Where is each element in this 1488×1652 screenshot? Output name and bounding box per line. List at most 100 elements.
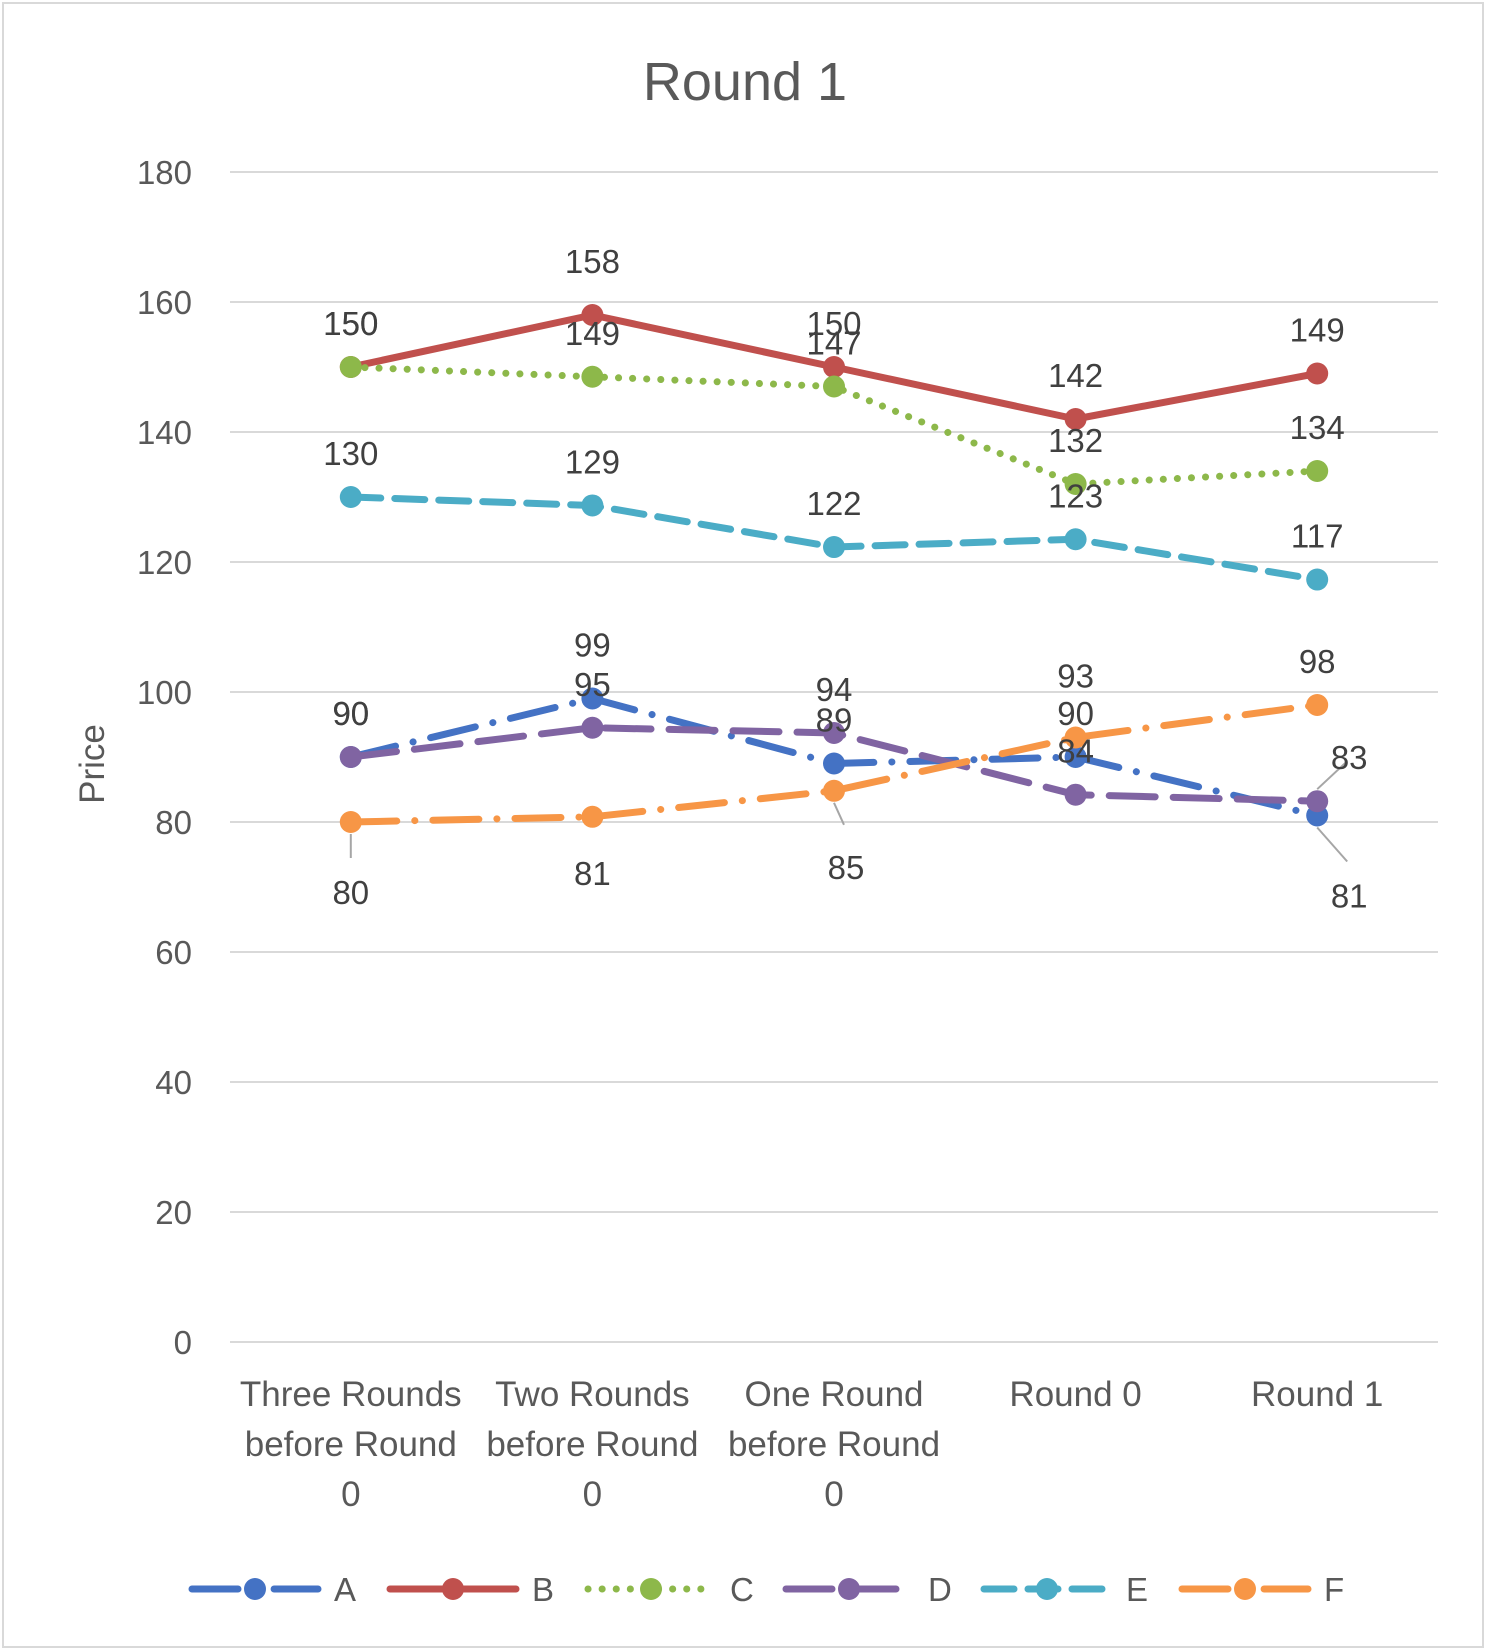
y-tick-label: 40 xyxy=(155,1064,192,1101)
data-point xyxy=(1064,473,1087,495)
label-leader-line xyxy=(1316,826,1348,863)
chart-title: Round 1 xyxy=(643,52,847,112)
data-point xyxy=(1306,694,1329,716)
legend-label-B: B xyxy=(532,1571,554,1608)
legend-label-F: F xyxy=(1324,1571,1344,1608)
data-label-B: 150 xyxy=(323,305,378,342)
data-label-D: 83 xyxy=(1331,739,1368,776)
legend-marker-C xyxy=(640,1578,662,1600)
data-point xyxy=(1306,362,1329,385)
series-C xyxy=(339,356,1329,495)
line-chart: Round 1 Price 0 20 40 60 80 100 120 140 160 180 T… xyxy=(73,52,1438,1608)
data-label-B: 158 xyxy=(565,243,620,280)
data-point xyxy=(581,805,604,828)
x-tick-label: Three Rounds xyxy=(240,1375,462,1414)
x-tick-label: 0 xyxy=(341,1475,360,1514)
data-label-D: 90 xyxy=(332,695,369,732)
data-point xyxy=(581,494,604,517)
data-point xyxy=(581,365,604,388)
data-label-D: 84 xyxy=(1057,733,1094,770)
legend-label-D: D xyxy=(928,1571,952,1608)
data-label-C: 149 xyxy=(565,315,620,352)
data-point xyxy=(1064,528,1087,551)
legend-marker-E xyxy=(1036,1578,1058,1600)
data-label-D: 95 xyxy=(574,666,611,703)
x-tick-label: 0 xyxy=(824,1475,843,1514)
data-label-A: 81 xyxy=(1331,878,1368,915)
y-axis-label: Price xyxy=(73,724,112,804)
legend-item-E[interactable]: E xyxy=(980,1571,1148,1608)
legend-item-D[interactable]: D xyxy=(782,1571,952,1608)
data-point xyxy=(339,811,362,833)
legend-item-B[interactable]: B xyxy=(386,1571,554,1608)
data-label-B: 142 xyxy=(1048,357,1103,394)
y-tick-label: 120 xyxy=(137,544,192,581)
x-tick-label: Two Rounds xyxy=(495,1375,690,1414)
data-point xyxy=(1306,460,1329,482)
data-point xyxy=(339,486,362,508)
legend[interactable]: A B C D E F xyxy=(188,1571,1344,1608)
gridlines xyxy=(230,171,1438,1343)
legend-item-A[interactable]: A xyxy=(188,1571,356,1608)
data-label-E: 123 xyxy=(1048,477,1103,514)
data-point xyxy=(823,356,845,378)
data-label-A: 99 xyxy=(574,627,611,664)
data-label-F: 98 xyxy=(1299,643,1336,680)
data-point xyxy=(581,687,604,710)
data-point xyxy=(1064,726,1087,749)
data-point xyxy=(823,375,845,398)
y-tick-label: 140 xyxy=(137,414,192,451)
legend-label-A: A xyxy=(334,1571,356,1608)
series-F xyxy=(339,694,1329,833)
legend-item-C[interactable]: C xyxy=(584,1571,754,1608)
data-point xyxy=(1064,408,1087,430)
y-tick-label: 80 xyxy=(155,804,192,841)
data-point xyxy=(823,536,845,559)
data-label-F: 85 xyxy=(828,849,865,886)
x-tick-label: One Round xyxy=(744,1375,923,1414)
legend-marker-A xyxy=(244,1578,266,1600)
data-point xyxy=(823,721,845,744)
y-tick-label: 160 xyxy=(137,284,192,321)
x-tick-label: before Round xyxy=(486,1425,698,1464)
series-D xyxy=(339,716,1329,813)
data-label-C: 147 xyxy=(806,325,861,362)
label-leader-line xyxy=(1316,760,1348,790)
data-label-C: 132 xyxy=(1048,422,1103,459)
legend-label-E: E xyxy=(1126,1571,1148,1608)
data-label-D: 94 xyxy=(816,671,853,708)
y-tick-label: 60 xyxy=(155,934,192,971)
x-tick-label: Round 0 xyxy=(1009,1375,1141,1414)
x-tick-labels: Three Rounds before Round 0 Two Rounds befor… xyxy=(240,1375,1383,1514)
y-tick-label: 100 xyxy=(137,674,192,711)
x-tick-label: before Round xyxy=(245,1425,457,1464)
data-point xyxy=(1306,790,1329,813)
data-label-F: 80 xyxy=(332,874,369,911)
series-line-F xyxy=(347,701,1321,826)
data-point xyxy=(823,779,845,802)
data-label-E: 129 xyxy=(565,443,620,480)
y-tick-label: 20 xyxy=(155,1194,192,1231)
legend-marker-F xyxy=(1234,1578,1256,1600)
y-tick-label: 0 xyxy=(174,1324,192,1361)
series-lines xyxy=(339,304,1329,833)
x-tick-label: Round 1 xyxy=(1251,1375,1383,1414)
data-point xyxy=(1064,746,1087,768)
data-label-B: 149 xyxy=(1290,312,1345,349)
data-point xyxy=(581,304,604,326)
y-tick-label: 180 xyxy=(137,154,192,191)
data-label-A: 90 xyxy=(1057,695,1094,732)
data-point xyxy=(1306,568,1329,591)
data-label-E: 117 xyxy=(1291,518,1344,555)
legend-item-F[interactable]: F xyxy=(1178,1571,1344,1608)
data-point xyxy=(823,752,845,775)
data-label-A: 89 xyxy=(816,702,853,739)
data-label-B: 150 xyxy=(806,305,861,342)
x-tick-label: 0 xyxy=(583,1475,602,1514)
x-tick-label: before Round xyxy=(728,1425,940,1464)
label-leader-line xyxy=(833,802,845,826)
y-tick-labels: 0 20 40 60 80 100 120 140 160 180 xyxy=(137,154,192,1361)
series-E xyxy=(339,486,1329,591)
